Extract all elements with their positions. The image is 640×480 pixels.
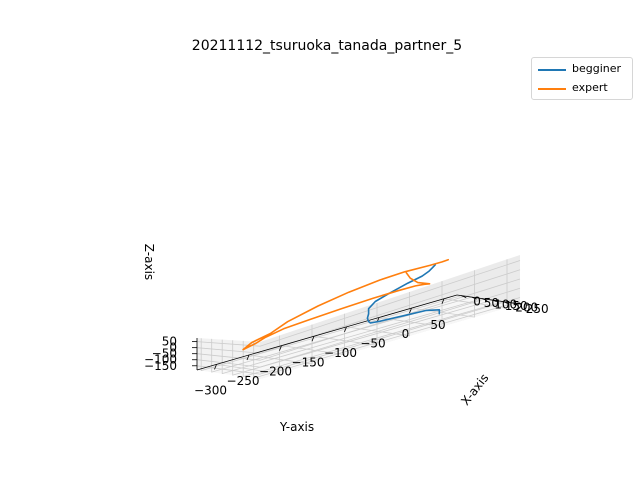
y-axis-line [196, 294, 458, 371]
legend-label-expert: expert [572, 81, 608, 94]
grid-line-y [443, 259, 508, 309]
y-tick [441, 298, 445, 304]
grid-line-x [200, 295, 462, 372]
x-tick [492, 299, 498, 303]
grid-line-y [411, 270, 475, 318]
x-tick-label: 50 [484, 296, 499, 310]
x-tick-label: 0 [473, 295, 481, 309]
x-tick [482, 298, 488, 301]
x-tick-label: 100 [494, 298, 517, 312]
legend-swatch-begginer [538, 69, 566, 71]
grid-line-z [196, 287, 521, 368]
grid-line-z [196, 297, 521, 375]
grid-line-x [211, 296, 472, 373]
grid-line-y [346, 292, 410, 337]
y-tick-label: −150 [292, 355, 325, 369]
legend-swatch-expert [538, 88, 566, 90]
y-tick-label: −300 [194, 383, 227, 397]
grid-line-z [196, 260, 521, 347]
x-tick [503, 301, 509, 304]
series-lines [242, 258, 450, 351]
x-axis-line [456, 294, 521, 305]
legend-label-begginer: begginer [572, 62, 622, 75]
legend: begginer expert [531, 57, 633, 100]
y-axis-label: Y-axis [279, 420, 314, 434]
y-tick [409, 307, 412, 314]
grid-line-y [248, 324, 313, 365]
y-tick [214, 364, 217, 370]
z-tick-label: 0 [169, 341, 177, 355]
legend-item-expert: expert [532, 81, 632, 97]
y-tick-label: −200 [259, 365, 292, 379]
x-tick-label: 200 [515, 301, 538, 315]
grid-line-z [196, 269, 521, 354]
x-tick [513, 302, 519, 306]
y-tick-label: −250 [227, 374, 260, 388]
x-tick [471, 296, 477, 300]
grid-line-x [242, 301, 504, 378]
y-tick [311, 336, 315, 342]
grid-line-y [378, 281, 443, 327]
grid-line-y [313, 302, 378, 346]
x-tick-label: 150 [505, 299, 528, 313]
z-tick-label: −150 [144, 359, 177, 373]
grid-line-x [232, 299, 493, 376]
grid-line-x [221, 298, 483, 375]
series-line-begginer [366, 263, 441, 324]
series-line-expert [242, 258, 450, 351]
z-tick-label: −100 [144, 353, 177, 367]
grid-line-z [196, 278, 521, 361]
chart-title: 20211112_tsuruoka_tanada_partner_5 [192, 38, 462, 54]
y-tick [246, 354, 250, 361]
y-tick [279, 345, 282, 351]
x-tick [461, 295, 467, 298]
legend-item-begginer: begginer [532, 62, 632, 78]
y-tick-label: −50 [360, 337, 385, 351]
x-tick-label: 250 [526, 302, 549, 316]
y-tick-label: 50 [430, 318, 445, 332]
y-tick-label: 0 [402, 327, 410, 341]
x-axis-label: X-axis [458, 371, 491, 408]
z-tick-label: −50 [152, 347, 177, 361]
y-tick-label: −100 [324, 346, 357, 360]
z-axis-label: Z-axis [142, 244, 156, 280]
y-tick [344, 326, 347, 333]
z-tick-label: 50 [162, 335, 177, 349]
